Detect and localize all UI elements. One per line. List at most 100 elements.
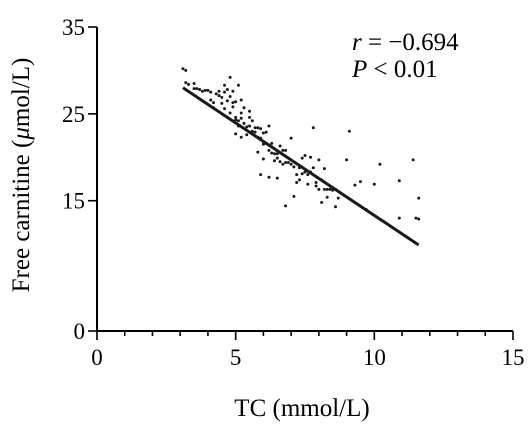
data-point (242, 106, 246, 110)
data-point (311, 166, 315, 170)
data-point (245, 133, 249, 137)
p-value-annotation: P < 0.01 (351, 56, 438, 83)
data-point (347, 129, 351, 133)
data-point (411, 158, 415, 162)
data-point (248, 109, 252, 113)
data-point (259, 173, 263, 177)
data-point (372, 182, 376, 186)
data-point (250, 119, 254, 123)
data-point (231, 105, 235, 109)
data-point (278, 160, 282, 164)
data-point (231, 89, 235, 93)
data-point (303, 154, 307, 158)
data-point (236, 83, 240, 87)
data-point (317, 187, 321, 191)
x-tick-label: 10 (363, 345, 386, 370)
data-point (275, 156, 279, 160)
x-tick-label: 0 (91, 345, 103, 370)
data-point (220, 101, 224, 105)
data-point (181, 67, 185, 71)
data-point (198, 88, 202, 92)
data-point (234, 100, 238, 104)
data-point (320, 200, 324, 204)
data-point (261, 131, 265, 135)
data-point (228, 111, 232, 115)
data-point (309, 155, 313, 159)
data-point (328, 187, 332, 191)
data-point (253, 130, 257, 134)
x-axis-ticks: 0 5 10 15 (91, 331, 525, 370)
data-point (239, 98, 243, 102)
data-point (325, 187, 329, 191)
data-point (256, 150, 260, 154)
data-point (295, 173, 299, 177)
data-point (272, 152, 276, 156)
y-tick-label: 0 (74, 319, 86, 344)
data-point (220, 95, 224, 99)
data-point (289, 162, 293, 166)
data-point (248, 115, 252, 119)
data-point (200, 89, 204, 93)
data-point (289, 136, 293, 140)
y-axis-ticks: 0 15 25 35 (62, 15, 97, 344)
data-point (275, 176, 279, 180)
data-point (270, 141, 274, 145)
data-point (311, 126, 315, 130)
data-point (242, 121, 246, 125)
data-point (275, 152, 279, 156)
plot-area (181, 67, 421, 221)
data-point (209, 98, 213, 102)
data-point (295, 180, 299, 184)
data-point (300, 172, 304, 176)
data-point (225, 88, 229, 92)
data-point (259, 127, 263, 131)
data-point (228, 94, 232, 98)
data-point (317, 158, 321, 162)
data-point (278, 144, 282, 148)
data-point (214, 92, 218, 96)
data-point (192, 81, 196, 85)
data-point (267, 124, 271, 128)
data-point (267, 148, 271, 152)
data-point (306, 173, 310, 177)
data-point (234, 132, 238, 136)
y-tick-label: 15 (62, 189, 85, 214)
x-axis-label: TC (mmol/L) (234, 395, 369, 422)
data-point (267, 175, 271, 179)
data-point (300, 156, 304, 160)
correlation-annotation: r = −0.694 (352, 29, 459, 56)
data-point (322, 187, 326, 191)
x-tick-label: 15 (502, 345, 525, 370)
data-point (239, 111, 243, 115)
data-point (223, 83, 227, 87)
data-point (334, 205, 338, 209)
data-point (253, 126, 257, 130)
data-point (284, 160, 288, 164)
data-point (378, 162, 382, 166)
data-point (217, 89, 221, 93)
x-tick-label: 5 (230, 345, 242, 370)
data-point (245, 125, 249, 129)
data-point (195, 87, 199, 91)
data-point (306, 182, 310, 186)
data-point (325, 195, 329, 199)
data-point (225, 99, 229, 103)
data-point (264, 130, 268, 134)
data-point (358, 180, 362, 184)
data-point (345, 158, 349, 162)
data-point (187, 82, 191, 86)
y-axis-label: Free carnitine (μmol/L) (8, 58, 35, 293)
data-point (192, 87, 196, 91)
y-tick-label: 35 (62, 15, 85, 40)
data-point (272, 159, 276, 163)
data-point (209, 90, 213, 94)
data-point (184, 68, 188, 72)
data-point (292, 194, 296, 198)
data-point (397, 216, 401, 220)
data-point (203, 88, 207, 92)
data-point (281, 148, 285, 152)
data-point (314, 180, 318, 184)
data-point (336, 196, 340, 200)
data-point (217, 94, 221, 98)
